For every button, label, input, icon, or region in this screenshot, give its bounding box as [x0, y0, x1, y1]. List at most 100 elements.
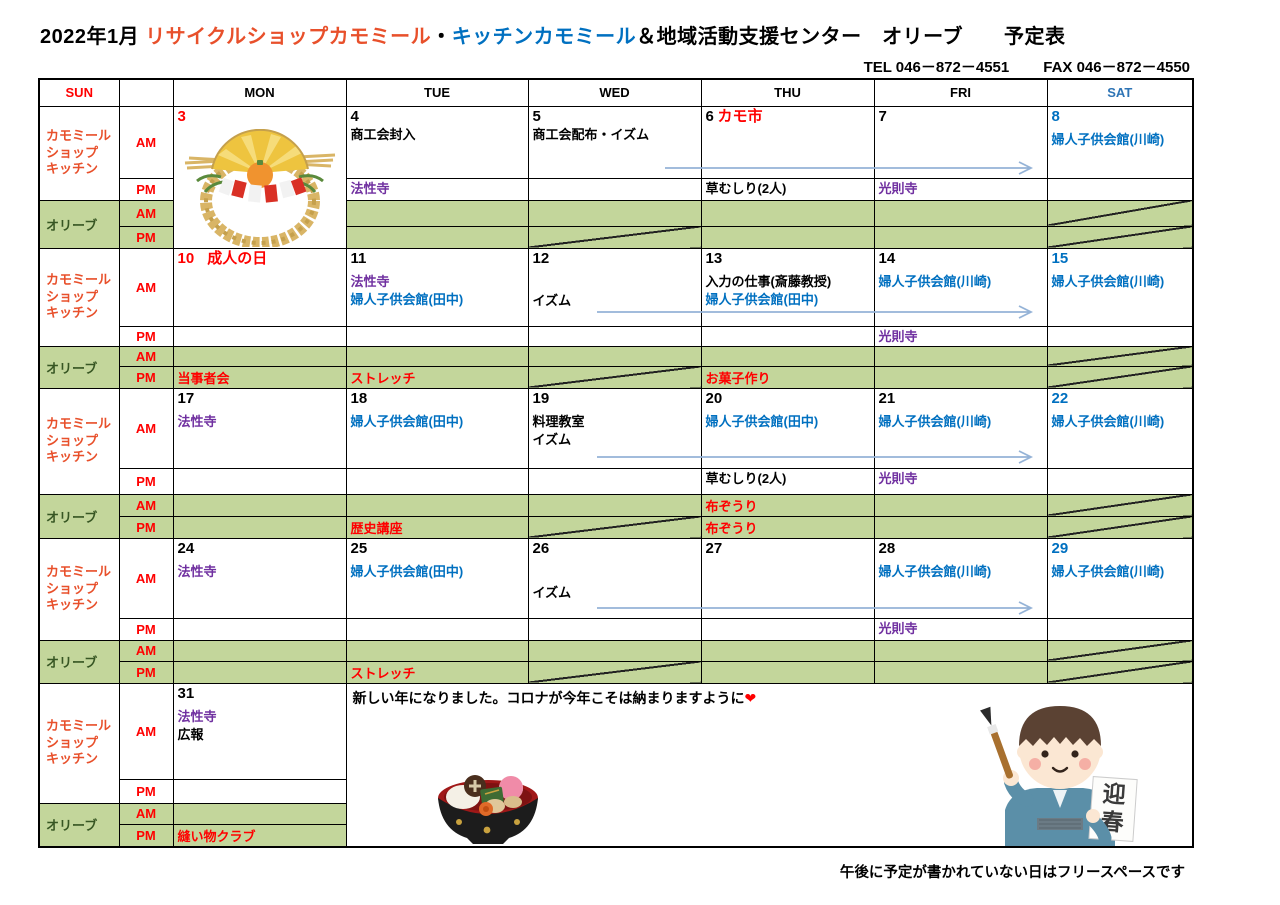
closed-cell — [1046, 365, 1194, 389]
pm-label: PM — [118, 177, 174, 201]
col-header-time — [118, 78, 174, 107]
date-label: 20 — [705, 389, 723, 407]
date-label: 31 — [177, 684, 195, 702]
day-cell-thu27: 27 — [700, 537, 875, 619]
pm-cell — [172, 325, 347, 347]
event-entry: 婦人子供会館(川崎) — [1051, 563, 1165, 579]
olive-cell: 縫い物クラブ — [172, 823, 347, 847]
date-label: 6 — [705, 107, 714, 125]
olive-cell — [172, 802, 347, 825]
event-entry: 光則寺 — [878, 328, 918, 344]
fax-number: FAX 046－872－4550 — [1043, 59, 1190, 76]
event-entry: 婦人子供会館(川崎) — [1051, 413, 1165, 429]
olive-cell — [527, 199, 702, 227]
page-title: 2022年1月 リサイクルショップカモミール・キッチンカモミール＆地域活動支援セ… — [40, 20, 1066, 49]
tel-number: TEL 046－872－4551 — [863, 59, 1010, 76]
col-header-fri: FRI — [873, 78, 1048, 107]
olive-cell — [527, 493, 702, 517]
day-cell-sat29: 29 婦人子供会館(川崎) — [1046, 537, 1194, 619]
heart-icon: ❤ — [744, 689, 757, 706]
geishun-sign: 迎 — [1101, 780, 1126, 808]
event-entry: 法性寺 — [350, 180, 390, 196]
closed-cell — [527, 515, 702, 539]
olive-cell — [873, 493, 1048, 517]
am-label: AM — [118, 802, 174, 825]
event-entry: 婦人子供会館(川崎) — [1051, 131, 1165, 147]
day-cell-thu13: 13 入力の仕事(斎藤教授) 婦人子供会館(田中) — [700, 247, 875, 327]
event-entry: 歴史講座 — [350, 520, 403, 536]
date-label: 17 — [177, 389, 195, 407]
date-label: 12 — [532, 249, 550, 267]
date-label: 21 — [878, 389, 896, 407]
event-entry: 婦人子供会館(田中) — [705, 291, 819, 307]
day-cell-mon31: 31 法性寺 広報 — [172, 682, 347, 780]
col-header-wed: WED — [527, 78, 702, 107]
row-label-chamomile-shop-kitchen: カモミール ショップ キッチン — [38, 537, 120, 641]
pm-label: PM — [118, 617, 174, 641]
day-cell-tue11: 11 法性寺 婦人子供会館(田中) — [345, 247, 529, 327]
pm-cell — [1046, 325, 1194, 347]
day-cell-fri7: 7 — [873, 105, 1048, 179]
pm-cell — [1046, 177, 1194, 201]
pm-cell: 光則寺 — [873, 467, 1048, 495]
pm-cell: 光則寺 — [873, 325, 1048, 347]
am-label: AM — [118, 537, 174, 619]
date-label: 14 — [878, 249, 896, 267]
closed-cell — [1046, 639, 1194, 662]
event-entry: 縫い物クラブ — [177, 828, 256, 844]
event-entry: 光則寺 — [878, 180, 918, 196]
col-header-sat: SAT — [1046, 78, 1194, 107]
date-label: 15 — [1051, 249, 1069, 267]
col-header-thu: THU — [700, 78, 875, 107]
date-label: 25 — [350, 539, 368, 557]
pm-cell: 草むしり(2人) — [700, 467, 875, 495]
olive-cell: 歴史講座 — [345, 515, 529, 539]
closed-cell — [1046, 199, 1194, 227]
event-entry: 商工会封入 — [350, 126, 416, 142]
olive-cell — [172, 639, 347, 662]
olive-cell — [700, 225, 875, 249]
event-entry: 草むしり(2人) — [705, 180, 787, 196]
pm-cell — [172, 778, 347, 804]
day-cell-fri21: 21 婦人子供会館(川崎) — [873, 387, 1048, 469]
row-label-olive: オリーブ — [38, 199, 120, 249]
day-cell-sat15: 15 婦人子供会館(川崎) — [1046, 247, 1194, 327]
date-label: 22 — [1051, 389, 1069, 407]
event-entry: 法性寺 — [177, 563, 217, 579]
date-label: 7 — [878, 107, 887, 125]
day-cell-tue4: 4 商工会封入 — [345, 105, 529, 179]
day-cell-mon17: 17 法性寺 — [172, 387, 347, 469]
pm-label: PM — [118, 225, 174, 249]
row-label-olive: オリーブ — [38, 345, 120, 389]
col-header-sun: SUN — [38, 78, 120, 107]
olive-cell: お菓子作り — [700, 365, 875, 389]
pm-cell — [1046, 467, 1194, 495]
event-entry: 婦人子供会館(田中) — [350, 413, 464, 429]
pm-cell — [172, 467, 347, 495]
date-label: 10 — [177, 249, 195, 267]
footer-note: 午後に予定が書かれていない日はフリースペースです — [839, 865, 1185, 881]
new-year-wreath-illustration — [184, 128, 335, 247]
day-cell-mon10: 10 成人の日 — [172, 247, 347, 327]
event-entry: 入力の仕事(斎藤教授) — [705, 273, 832, 289]
event-entry: イズム — [532, 431, 572, 447]
pm-label: PM — [118, 467, 174, 495]
day-cell-fri28: 28 婦人子供会館(川崎) — [873, 537, 1048, 619]
contact-line: TEL 046－872－4551 FAX 046－872－4550 — [864, 56, 1190, 77]
header-row: SUN MON TUE WED THU FRI SAT — [38, 78, 1194, 107]
olive-cell — [700, 199, 875, 227]
row-label-olive: オリーブ — [38, 802, 120, 847]
olive-cell: ストレッチ — [345, 365, 529, 389]
day-cell-sat8: 8 婦人子供会館(川崎) — [1046, 105, 1194, 179]
event-entry: 婦人子供会館(田中) — [350, 291, 464, 307]
event-entry: ストレッチ — [350, 665, 416, 681]
am-label: AM — [118, 247, 174, 327]
olive-cell — [527, 345, 702, 367]
olive-cell — [172, 515, 347, 539]
pm-cell — [527, 467, 702, 495]
olive-cell — [345, 199, 529, 227]
date-label: 29 — [1051, 539, 1069, 557]
closed-cell — [527, 365, 702, 389]
pm-label: PM — [118, 365, 174, 389]
